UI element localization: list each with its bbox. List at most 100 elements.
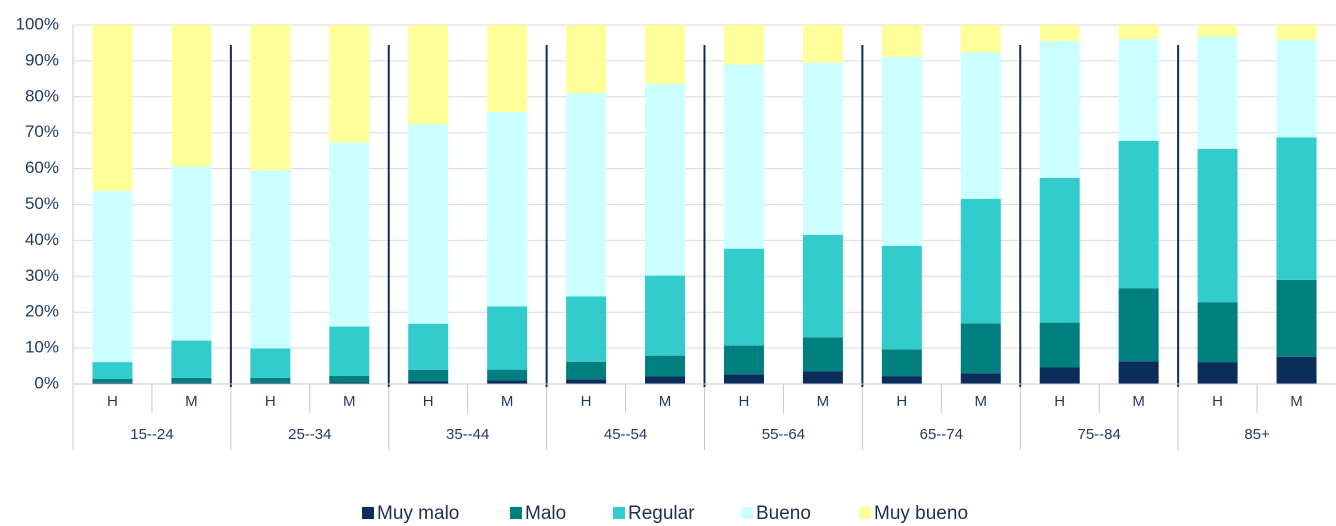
bar-segment (645, 83, 686, 276)
bar-segment (1276, 279, 1317, 357)
legend-swatch (510, 507, 522, 519)
bar-segment (1197, 148, 1238, 303)
bar-segment (250, 348, 291, 378)
bar-segment (1197, 362, 1238, 384)
x-tick-label: H (739, 393, 750, 410)
bar-segment (250, 170, 291, 349)
bar-segment (171, 382, 212, 384)
bar-segment (723, 64, 764, 249)
legend-label: Bueno (756, 503, 811, 524)
bar-segment (329, 142, 370, 327)
x-tick-label: M (343, 393, 356, 410)
bar-segment (645, 376, 686, 384)
bar-segment (487, 380, 528, 384)
bar-segment (408, 381, 449, 384)
bar-segment (1039, 322, 1080, 368)
bar-segment (1118, 25, 1159, 40)
bar-segment (1039, 40, 1080, 178)
bar-segment (171, 25, 212, 167)
y-tick-label: 30% (25, 266, 59, 285)
x-tick-label: M (1290, 393, 1303, 410)
bar-segment (1118, 140, 1159, 289)
y-tick-label: 60% (25, 158, 59, 177)
bar-segment (723, 25, 764, 65)
legend-label: Muy malo (377, 503, 459, 524)
bar-segment (960, 52, 1001, 199)
bar-segment (566, 25, 607, 94)
bar-segment (487, 369, 528, 381)
bar-segment (960, 25, 1001, 53)
group-label: 25--34 (288, 426, 331, 443)
bar-segment (723, 248, 764, 346)
y-tick-label: 20% (25, 302, 59, 321)
legend-swatch (741, 507, 753, 519)
x-tick-label: H (896, 393, 907, 410)
group-label: 45--54 (604, 426, 647, 443)
bar-segment (960, 373, 1001, 384)
bar-segment (566, 93, 607, 297)
x-tick-label: M (185, 393, 198, 410)
y-tick-label: 0% (34, 373, 59, 392)
bar-segment (645, 25, 686, 84)
legend-swatch (613, 507, 625, 519)
legend-label: Malo (525, 503, 566, 524)
x-tick-label: H (107, 393, 118, 410)
bar-segment (329, 375, 370, 383)
bar-segment (1039, 177, 1080, 323)
bar-segment (566, 361, 607, 380)
bar-segment (408, 25, 449, 125)
y-tick-label: 80% (25, 86, 59, 105)
legend-swatch (859, 507, 871, 519)
legend-swatch (362, 507, 374, 519)
y-tick-label: 40% (25, 230, 59, 249)
bar-segment (1039, 367, 1080, 384)
bar-segment (802, 371, 843, 384)
bar-segment (1276, 39, 1317, 138)
group-label: 85+ (1244, 426, 1270, 443)
bar-segment (487, 111, 528, 307)
bar-segment (881, 25, 922, 57)
group-label: 35--44 (446, 426, 489, 443)
bar-segment (960, 198, 1001, 324)
bar-segment (1118, 361, 1159, 384)
bar-segment (92, 378, 133, 383)
bar-segment (1197, 302, 1238, 363)
bar-segment (1276, 137, 1317, 280)
bar-segment (408, 323, 449, 370)
group-label: 55--64 (762, 426, 805, 443)
group-label: 75--84 (1078, 426, 1121, 443)
bar-segment (1276, 25, 1317, 40)
bar-segment (881, 245, 922, 350)
bar-segment (329, 25, 370, 143)
bar-segment (1197, 25, 1238, 37)
bar-segment (802, 235, 843, 338)
bar-segment (881, 56, 922, 246)
bar-segment (1118, 39, 1159, 141)
bar-segment (171, 377, 212, 383)
x-tick-label: M (1132, 393, 1145, 410)
bar-segment (92, 25, 133, 191)
bar-segment (92, 362, 133, 379)
x-tick-label: H (581, 393, 592, 410)
y-tick-label: 70% (25, 122, 59, 141)
bar-segment (408, 124, 449, 324)
legend-label: Regular (628, 503, 695, 524)
bar-segment (171, 340, 212, 378)
bar-segment (881, 349, 922, 377)
x-tick-label: M (817, 393, 830, 410)
group-label: 15--24 (130, 426, 173, 443)
bar-segment (566, 296, 607, 362)
x-tick-label: M (659, 393, 672, 410)
y-tick-label: 10% (25, 338, 59, 357)
y-tick-label: 100% (16, 14, 59, 33)
bar-segment (566, 379, 607, 384)
x-tick-label: M (975, 393, 988, 410)
x-tick-label: M (501, 393, 514, 410)
bar-segment (881, 376, 922, 384)
bar-segment (329, 326, 370, 376)
bar-segment (960, 323, 1001, 374)
bar-segment (329, 382, 370, 384)
x-tick-label: H (1212, 393, 1223, 410)
bar-segment (723, 345, 764, 375)
legend-label: Muy bueno (874, 503, 968, 524)
